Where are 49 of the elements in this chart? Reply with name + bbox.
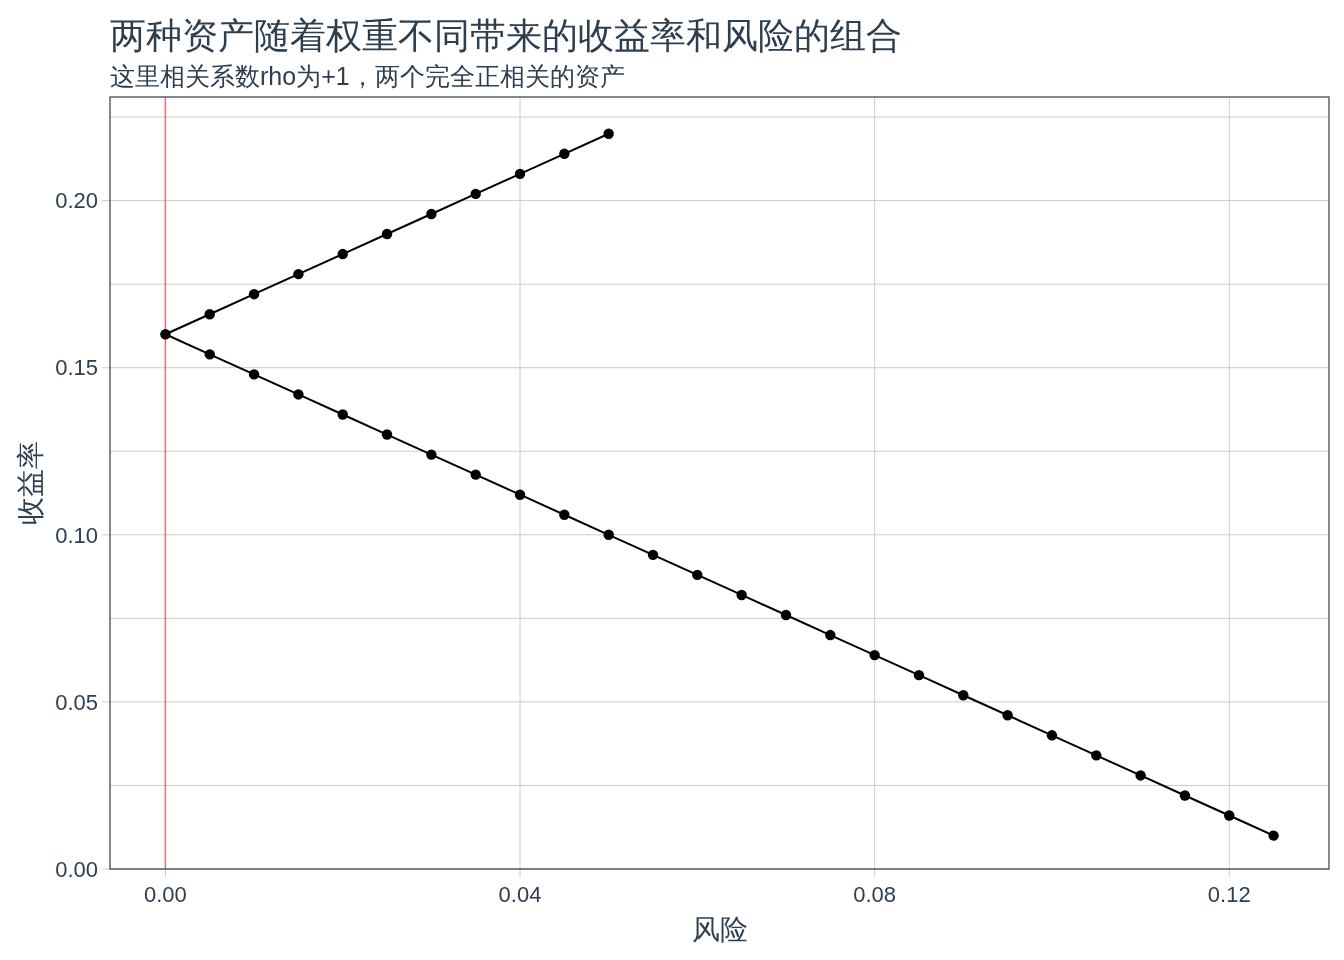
- point: [470, 188, 481, 200]
- point: [736, 589, 747, 601]
- point: [692, 569, 703, 581]
- point: [248, 288, 260, 300]
- point: [1046, 730, 1058, 741]
- y-tick-label: 0.05: [55, 689, 98, 715]
- x-tick-label: 0.04: [498, 882, 542, 907]
- y-axis-title: 收益率: [15, 441, 46, 525]
- point: [160, 329, 171, 340]
- chart-subtitle: 这里相关系数rho为+1，两个完全正相关的资产: [110, 62, 625, 90]
- point: [514, 168, 526, 180]
- x-tick-label: 0.12: [1207, 882, 1251, 907]
- x-tick-label: 0.00: [144, 882, 187, 907]
- point: [426, 449, 437, 460]
- y-tick-label: 0.15: [55, 355, 98, 381]
- point: [603, 529, 614, 540]
- point: [204, 309, 215, 320]
- point: [293, 268, 304, 280]
- point: [337, 409, 348, 420]
- point: [204, 349, 215, 360]
- point: [248, 369, 260, 380]
- point: [1135, 770, 1146, 781]
- point: [780, 609, 792, 621]
- point: [293, 389, 304, 400]
- chart-title: 两种资产随着权重不同带来的收益率和风险的组合: [110, 16, 902, 56]
- point: [1091, 750, 1102, 761]
- point: [426, 208, 437, 220]
- point: [470, 469, 481, 480]
- point: [1002, 710, 1013, 721]
- point: [1224, 810, 1235, 821]
- point: [647, 549, 659, 561]
- y-tick-label: 0.00: [55, 856, 98, 882]
- point: [913, 669, 925, 681]
- point: [825, 629, 836, 641]
- point: [514, 489, 526, 500]
- point: [381, 228, 393, 240]
- point: [1268, 830, 1279, 841]
- x-axis-title: 风险: [691, 914, 748, 945]
- point: [559, 148, 570, 160]
- point: [1179, 790, 1191, 801]
- x-tick-label: 0.08: [853, 882, 897, 907]
- y-tick-label: 0.20: [55, 188, 98, 214]
- point: [559, 509, 570, 520]
- point: [958, 690, 969, 701]
- y-tick-label: 0.10: [55, 522, 98, 548]
- point: [337, 248, 348, 260]
- point: [869, 649, 880, 661]
- point: [603, 128, 614, 139]
- point: [381, 429, 393, 440]
